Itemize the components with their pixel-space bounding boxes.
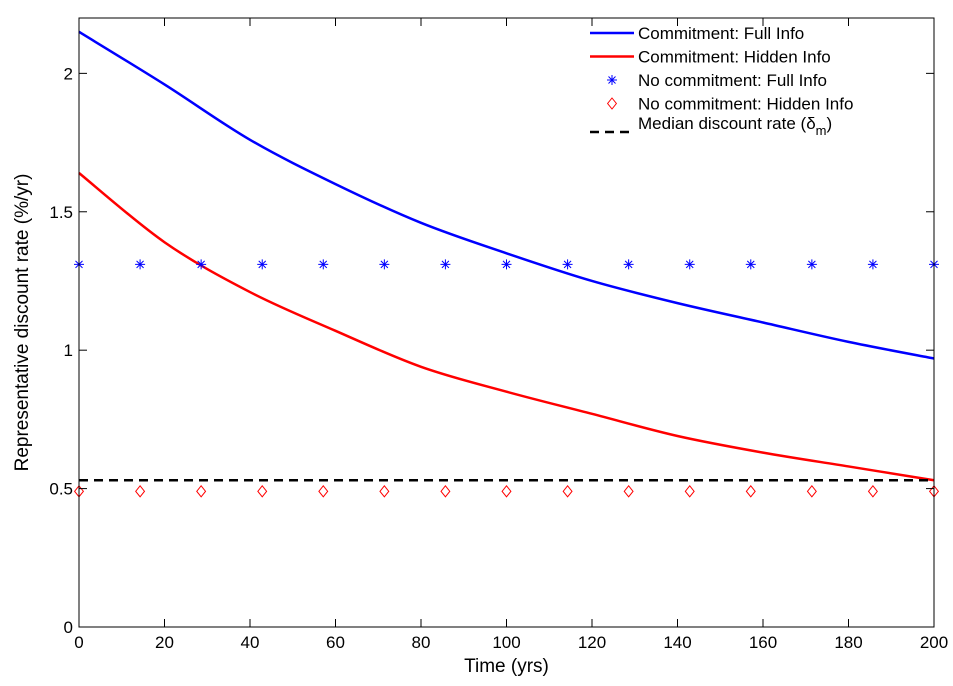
series-3-diamond-point [501,485,512,498]
x-tick-label: 160 [749,633,777,652]
legend-swatch-star [607,75,617,85]
series-2-star-point [440,259,451,270]
legend-item: Commitment: Full Info [590,24,804,43]
star-stroke [746,260,755,269]
star-stroke [869,260,877,269]
series-0-line [78,30,935,360]
y-tick-label: 2 [64,64,73,83]
y-tick-label: 0 [64,618,73,637]
x-tick-label: 140 [663,633,691,652]
legend-label: No commitment: Full Info [638,71,827,90]
legend-swatch-diamond [606,97,618,110]
y-axis-label: Representative discount rate (%/yr) [12,174,33,472]
star-stroke [685,260,694,269]
x-tick-label: 100 [492,633,520,652]
x-tick-label: 180 [834,633,862,652]
legend-label: Median discount rate (δm) [638,114,832,138]
x-tick-label: 80 [412,633,431,652]
y-tick-label: 1.5 [49,203,73,222]
series-3-diamond-point [867,485,878,498]
x-tick-label: 200 [920,633,948,652]
legend-item: No commitment: Full Info [607,71,827,90]
star-stroke [258,260,267,269]
series-3-diamond-point [318,485,329,498]
x-tick-label: 20 [155,633,174,652]
series-3-diamond-point [135,485,146,498]
x-tick-label: 60 [326,633,345,652]
star-stroke [136,260,144,269]
star-stroke [608,76,616,84]
star-stroke [380,260,389,269]
star-stroke [502,260,511,269]
star-stroke [624,260,633,269]
legend-label: Commitment: Full Info [638,24,804,43]
series-1-line [78,172,935,482]
series-2-star-point [501,259,512,270]
star-stroke [563,260,572,269]
series-3-diamond-point [745,485,756,498]
series-2-star-point [562,259,573,270]
plot-area [73,30,940,498]
series-2-star-point [745,259,756,270]
x-tick-label: 120 [578,633,606,652]
legend: Commitment: Full Info Commitment: Hidden … [590,24,853,138]
series-3-diamond-point [379,485,390,498]
series-3-diamond-point [562,485,573,498]
axis-tick-labels: 0 20 40 60 80 100 120 140 160 180 200 0 0.5 1 1.5 2 [49,64,948,652]
legend-item: Commitment: Hidden Info [590,48,831,67]
series-2-star-point [379,259,390,270]
y-tick-label: 1 [64,341,73,360]
star-stroke [441,260,450,269]
legend-label: No commitment: Hidden Info [638,95,853,114]
x-tick-label: 40 [241,633,260,652]
star-stroke [319,260,328,269]
series-2-star-point [684,259,695,270]
axis-ticks [78,18,935,628]
series-2-star-point [623,259,634,270]
series-2-star-point [318,259,329,270]
legend-item: No commitment: Hidden Info [606,95,853,114]
x-axis-label: Time (yrs) [464,656,549,677]
series-2-star-point [135,259,146,270]
series-3-diamond-point [257,485,268,498]
series-3-diamond-point [623,485,634,498]
series-3-diamond-point [440,485,451,498]
series-2-star-point [806,259,817,270]
series-3-diamond-point [684,485,695,498]
y-tick-label: 0.5 [49,480,73,499]
series-3-diamond-point [196,485,207,498]
legend-item: Median discount rate (δm) [590,114,832,138]
legend-label: Commitment: Hidden Info [638,48,831,67]
series-2-star-point [257,259,268,270]
series-2-star-point [196,259,207,270]
star-stroke [197,260,205,269]
series-2-star-point [867,259,878,270]
star-stroke [808,260,816,269]
series-3-diamond-point [806,485,817,498]
x-tick-label: 0 [74,633,83,652]
